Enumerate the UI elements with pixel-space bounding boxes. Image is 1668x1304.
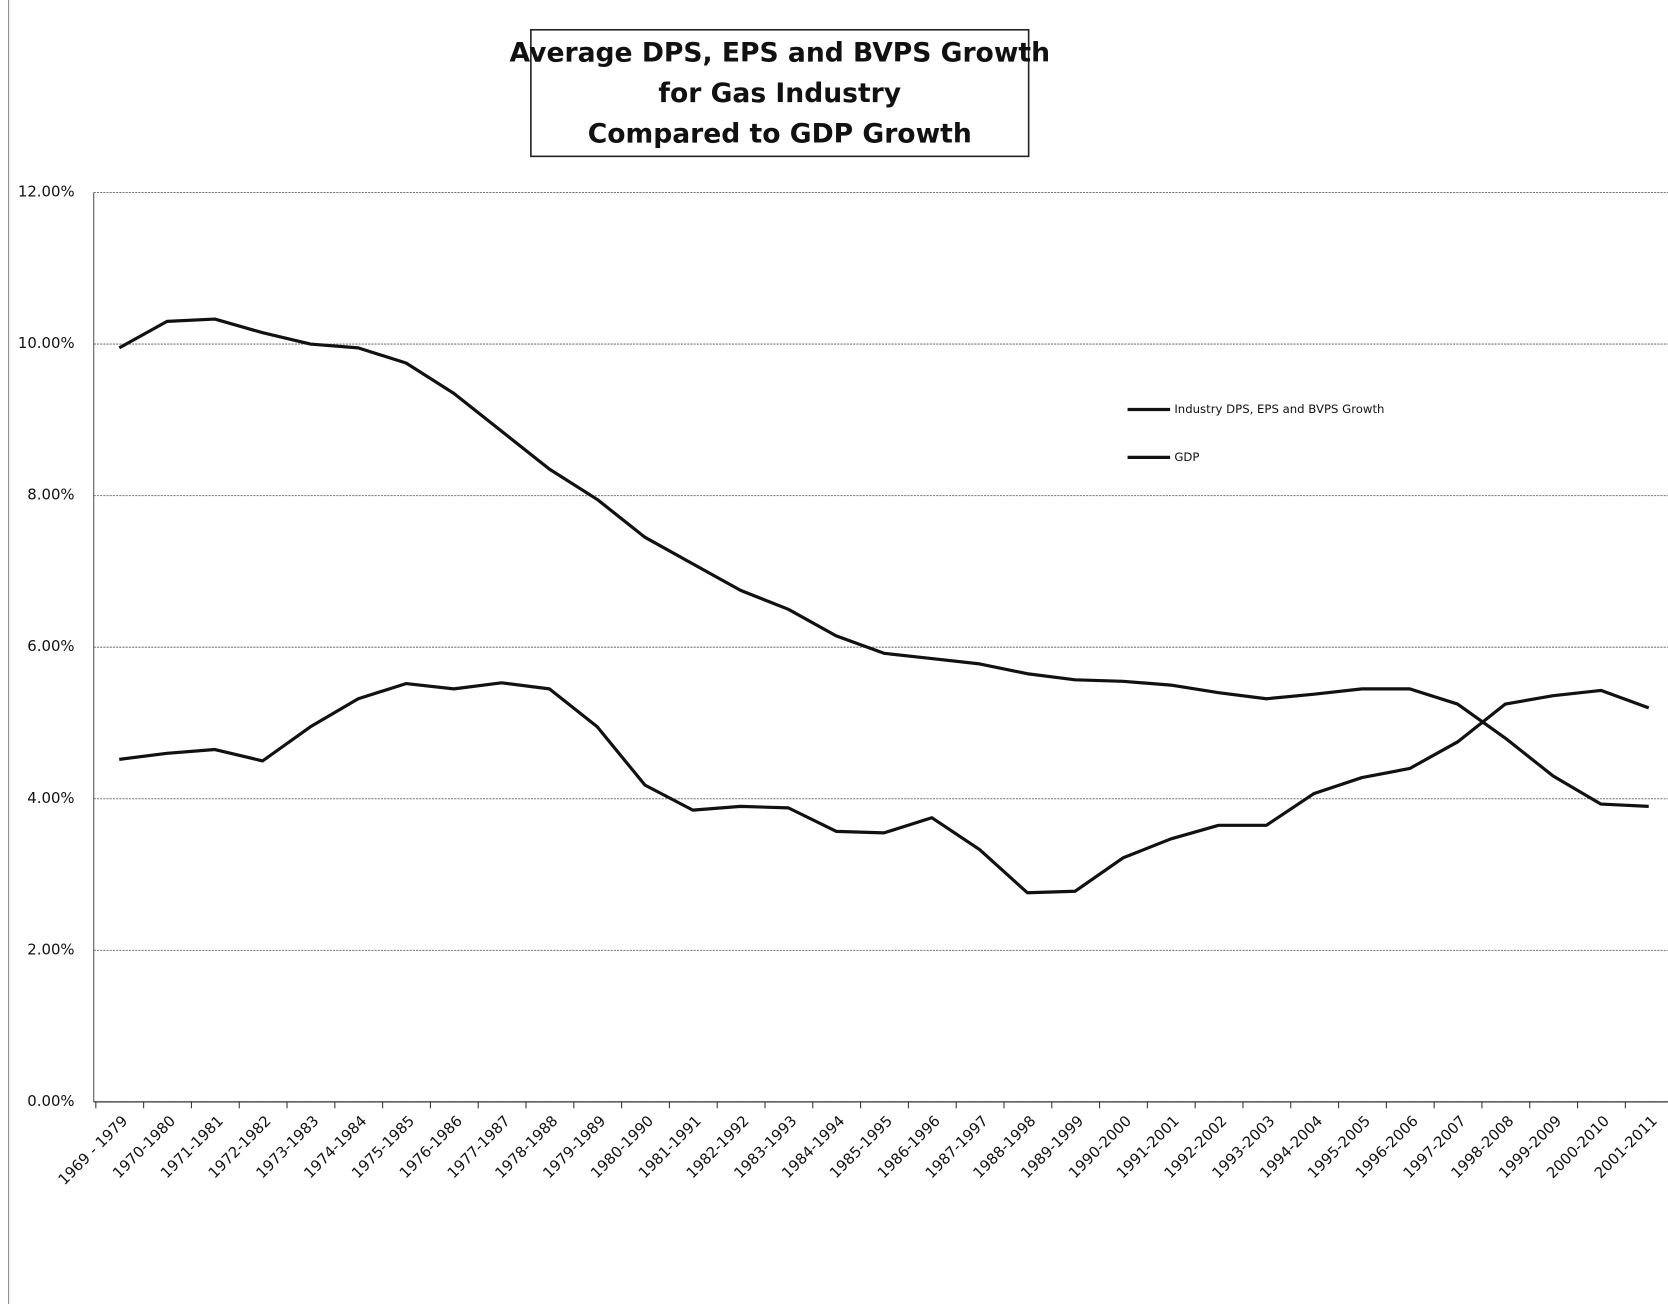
- y-tick-label: 0.00%: [27, 1092, 74, 1110]
- chart-title: Compared to GDP Growth: [588, 119, 972, 150]
- y-tick-label: 4.00%: [27, 789, 74, 807]
- chart-title: for Gas Industry: [658, 78, 901, 109]
- y-tick-label: 6.00%: [27, 637, 74, 655]
- legend-label: Industry DPS, EPS and BVPS Growth: [1174, 402, 1384, 416]
- y-tick-label: 12.00%: [18, 183, 75, 201]
- y-tick-label: 2.00%: [27, 940, 74, 958]
- y-tick-label: 10.00%: [18, 334, 75, 352]
- legend-label: GDP: [1174, 450, 1199, 464]
- chart-title: Average DPS, EPS and BVPS Growth: [509, 38, 1050, 69]
- series-line: [119, 681, 1650, 895]
- y-tick-label: 8.00%: [27, 486, 74, 504]
- title-box: [530, 28, 1030, 158]
- series-line: [118, 317, 1649, 808]
